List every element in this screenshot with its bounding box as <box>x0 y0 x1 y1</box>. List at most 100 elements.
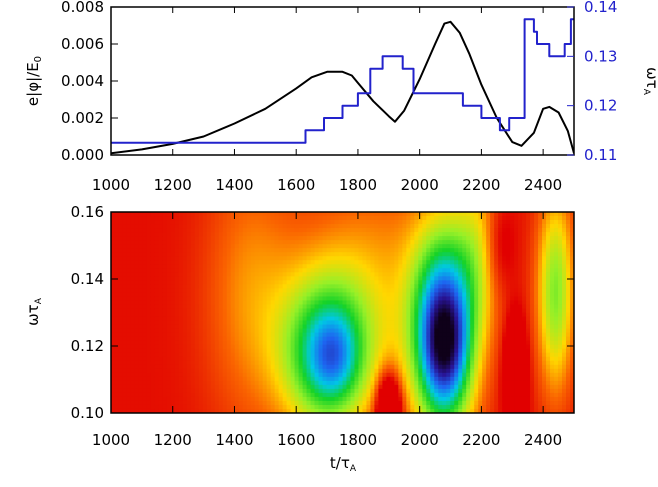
heatmap-cell <box>314 348 320 354</box>
heatmap-cell <box>222 276 228 281</box>
heatmap-cell <box>262 236 268 241</box>
heatmap-cell <box>254 408 260 413</box>
heatmap-cell <box>302 220 308 225</box>
heatmap-cell <box>450 364 455 370</box>
heatmap-cell <box>350 228 356 233</box>
heatmap-cell <box>202 252 208 257</box>
heatmap-cell <box>406 220 411 225</box>
heatmap-cell <box>230 408 236 413</box>
heatmap-cell <box>438 348 443 354</box>
heatmap-cell <box>406 300 411 306</box>
heatmap-cell <box>466 260 471 265</box>
heatmap-cell <box>462 392 467 398</box>
heatmap-cell <box>378 356 384 362</box>
heatmap-cell <box>358 360 364 366</box>
heatmap-cell <box>130 376 136 382</box>
heatmap-cell <box>114 256 120 261</box>
heatmap-cell <box>210 276 216 281</box>
heatmap-cell <box>158 332 164 338</box>
heatmap-cell <box>322 248 328 253</box>
heatmap-cell <box>466 276 471 281</box>
heatmap-cell <box>310 340 316 346</box>
heatmap-cell <box>342 384 348 390</box>
heatmap-cell <box>150 380 156 386</box>
heatmap-cell <box>222 224 228 229</box>
heatmap-cell <box>194 336 200 342</box>
heatmap-cell <box>282 404 288 410</box>
heatmap-cell <box>442 396 447 402</box>
heatmap-cell <box>474 300 479 306</box>
heatmap-cell <box>254 344 260 350</box>
heatmap-cell <box>342 296 348 302</box>
heatmap-cell <box>362 260 368 265</box>
heatmap-cell <box>406 268 411 273</box>
heatmap-cell <box>358 212 364 217</box>
heatmap-cell <box>418 264 423 269</box>
heatmap-cell <box>366 212 372 217</box>
heatmap-cell <box>154 308 160 314</box>
heatmap-cell <box>354 408 360 413</box>
heatmap-cell <box>146 248 152 253</box>
heatmap-cell <box>406 320 411 326</box>
heatmap-cell <box>330 228 336 233</box>
heatmap-cell <box>402 248 407 253</box>
heatmap-cell <box>382 304 387 310</box>
heatmap-cell <box>166 256 172 261</box>
heatmap-cell <box>150 324 156 330</box>
heatmap-cell <box>494 340 499 346</box>
heatmap-cell <box>286 388 292 394</box>
heatmap-cell <box>182 248 188 253</box>
heatmap-cell <box>266 260 272 265</box>
heatmap-cell <box>338 300 344 306</box>
heatmap-cell <box>118 268 124 273</box>
heatmap-cell <box>222 396 228 402</box>
heatmap-cell <box>446 248 451 253</box>
heatmap-cell <box>178 384 184 390</box>
heatmap-cell <box>178 356 184 362</box>
heatmap-cell <box>198 408 204 413</box>
heatmap-cell <box>338 248 344 253</box>
heatmap-cell <box>394 300 399 306</box>
heatmap-cell <box>442 300 447 306</box>
heatmap-cell <box>338 392 344 398</box>
heatmap-cell <box>302 388 308 394</box>
heatmap-cell <box>246 252 252 257</box>
heatmap-cell <box>474 332 479 338</box>
heatmap-cell <box>490 212 495 217</box>
heatmap-cell <box>294 220 300 225</box>
heatmap-cell <box>378 364 384 370</box>
heatmap-cell <box>482 276 487 281</box>
top-y2-tick-label: 0.11 <box>584 146 617 164</box>
heatmap-cell <box>282 236 288 241</box>
heatmap-cell <box>206 280 212 285</box>
heatmap-cell <box>450 320 455 326</box>
heatmap-cell <box>254 236 260 241</box>
heatmap-cell <box>446 376 451 382</box>
heatmap-cell <box>450 264 455 269</box>
heatmap-cell <box>226 396 232 402</box>
heatmap-cell <box>382 224 387 229</box>
heatmap-cell <box>210 272 216 277</box>
heatmap-cell <box>190 408 196 413</box>
heatmap-cell <box>226 240 232 245</box>
heatmap-cell <box>438 240 443 245</box>
heatmap-cell <box>350 372 356 378</box>
heatmap-cell <box>474 304 479 310</box>
heatmap-cell <box>138 284 144 289</box>
heatmap-cell <box>258 372 264 378</box>
heatmap-cell <box>302 252 308 257</box>
heatmap-cell <box>342 320 348 326</box>
heatmap-cell <box>498 384 503 390</box>
heatmap-cell <box>114 400 120 406</box>
heatmap-cell <box>130 232 136 237</box>
heatmap-cell <box>138 368 144 374</box>
heatmap-cell <box>278 396 284 402</box>
heatmap-cell <box>138 340 144 346</box>
heatmap-cell <box>154 272 160 277</box>
heatmap-cell <box>278 216 284 221</box>
heatmap-cell <box>398 376 403 382</box>
heatmap-cell <box>138 344 144 350</box>
heatmap-cell <box>202 216 208 221</box>
heatmap-cell <box>282 324 288 330</box>
heatmap-cell <box>434 224 439 229</box>
